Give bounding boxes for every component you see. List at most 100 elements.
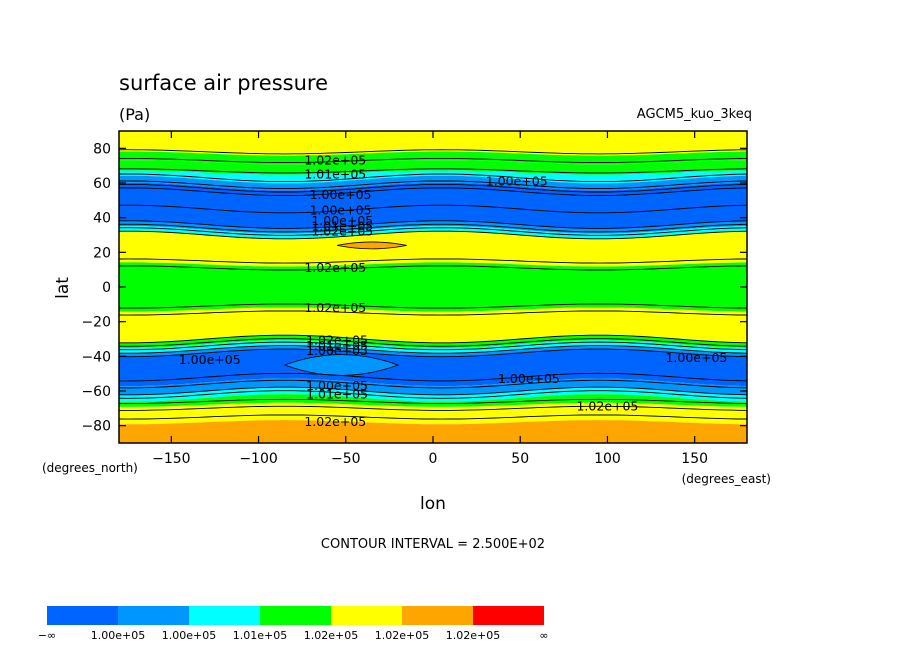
colorbar-label-6: 1.02e+05 (446, 629, 500, 642)
contour-band-19 (119, 420, 747, 443)
y-tick-label-3: 20 (93, 245, 111, 261)
y-tick-label-5: −20 (81, 315, 111, 331)
contour-line-12 (118, 258, 747, 264)
contour-line-2 (119, 168, 748, 174)
colorbar-label-3: 1.01e+05 (233, 629, 287, 642)
contour-line-13 (119, 265, 748, 271)
contour-line-4 (118, 180, 748, 189)
contour-label-2: 1.00e+05 (486, 173, 548, 188)
x-tick-label-2: −50 (331, 451, 361, 467)
contour-band-9 (119, 262, 747, 312)
contour-label-13: 1.00e+05 (179, 352, 241, 367)
contour-band-12 (119, 340, 747, 354)
contour-band-8 (119, 231, 747, 267)
contour-label-0: 1.02e+05 (304, 152, 366, 167)
colorbar-swatch-6 (473, 606, 544, 625)
x-tick-label-4: 50 (511, 451, 529, 467)
colorbar-label-1: 1.00e+05 (91, 629, 145, 642)
contour-line-8 (119, 220, 748, 229)
contour-label-17: 1.01e+05 (306, 386, 368, 401)
contour-label-14: 1.00e+05 (665, 350, 727, 365)
mid-gap-40s (283, 354, 400, 376)
contour-line-27 (118, 414, 747, 420)
contour-line-6 (119, 187, 748, 196)
colorbar-swatch-2 (189, 606, 260, 625)
colorbar-label-2: 1.00e+05 (162, 629, 216, 642)
plot-area (119, 131, 747, 443)
contour-line-9 (119, 223, 748, 233)
y-tick-label-1: 60 (93, 176, 111, 192)
x-tick-label-1: −100 (239, 451, 277, 467)
colorbar-swatch-0 (47, 606, 118, 625)
contour-line-23 (119, 386, 748, 396)
contour-labels: 1.02e+051.01e+05 1.00e+051.00e+051.00e+05… (179, 152, 728, 429)
contour-lines (118, 149, 748, 420)
contour-band-6 (119, 220, 747, 234)
contour-label-19: 1.02e+05 (304, 414, 366, 429)
contour-label-12: 1.00e+05 (306, 343, 368, 358)
x-tick-label-0: −150 (152, 451, 190, 467)
colorbar-swatch-3 (260, 606, 331, 625)
y-tick-label-6: −40 (81, 349, 111, 365)
y-axis-label: lat (53, 277, 73, 299)
contour-line-16 (119, 334, 748, 344)
x-tick-label-3: 0 (429, 451, 438, 467)
contour-line-21 (119, 372, 748, 382)
contour-line-25 (118, 398, 747, 404)
contour-line-26 (119, 405, 748, 411)
contour-interval: CONTOUR INTERVAL = 2.500E+02 (321, 537, 545, 552)
contour-label-7: 1.02e+05 (311, 224, 373, 239)
contour-line-5 (119, 183, 748, 193)
y-tick-label-2: 40 (93, 211, 111, 227)
contour-band-15 (119, 378, 747, 395)
high-cell-25n (336, 241, 407, 250)
contour-label-10: 1.02e+05 (306, 333, 368, 348)
contour-line-20 (118, 348, 748, 358)
contour-line-1 (119, 157, 748, 163)
contour-label-8: 1.02e+05 (304, 260, 366, 275)
contour-band-17 (119, 394, 747, 407)
y-tick-label-7: −60 (81, 384, 111, 400)
y-units-label: (degrees_north) (42, 461, 138, 475)
y-tick-label-4: 0 (102, 280, 111, 296)
contour-band-4 (119, 175, 747, 191)
contour-label-3: 1.00e+05 (310, 187, 372, 202)
colorbar-label-5: 1.02e+05 (375, 629, 429, 642)
contour-label-11: 1.01e+05 (306, 338, 368, 353)
contour-band-0 (119, 131, 747, 156)
contour-band-3 (119, 170, 747, 184)
model-name: AGCM5_kuo_3keq (637, 107, 752, 122)
contour-line-7 (119, 204, 748, 214)
contour-band-18 (119, 402, 747, 425)
contour-line-17 (118, 338, 748, 347)
contour-line-3 (119, 173, 748, 183)
y-tick-label-0: 80 (93, 141, 111, 157)
contour-label-16: 1.00e+05 (306, 378, 368, 393)
contour-label-5: 1.00e+05 (311, 213, 373, 228)
colorbar-label-4: 1.02e+05 (304, 629, 358, 642)
colorbar (47, 606, 544, 625)
contour-band-10 (119, 307, 747, 343)
contour-line-15 (118, 310, 747, 316)
contour-label-1: 1.01e+05 (304, 166, 366, 181)
colorbar-label-7: ∞ (539, 629, 548, 642)
colorbar-label-0: −∞ (38, 629, 56, 642)
contour-line-0 (118, 149, 747, 155)
colorbar-swatch-5 (402, 606, 473, 625)
contour-label-18: 1.02e+05 (576, 399, 638, 414)
y-tick-label-8: −80 (81, 419, 111, 435)
contour-label-4: 1.00e+05 (310, 203, 372, 218)
x-axis-label: lon (420, 494, 446, 514)
contour-label-9: 1.02e+05 (304, 300, 366, 315)
chart-units: (Pa) (119, 105, 150, 124)
contour-band-14 (119, 349, 747, 387)
contour-line-18 (119, 341, 748, 351)
contour-band-2 (119, 160, 747, 175)
contour-line-24 (118, 390, 748, 399)
contour-band-13 (119, 345, 747, 357)
contour-line-10 (118, 227, 748, 236)
contour-label-6: 1.01e+05 (311, 218, 373, 233)
contour-line-19 (119, 345, 748, 354)
x-units-label: (degrees_east) (682, 472, 771, 486)
